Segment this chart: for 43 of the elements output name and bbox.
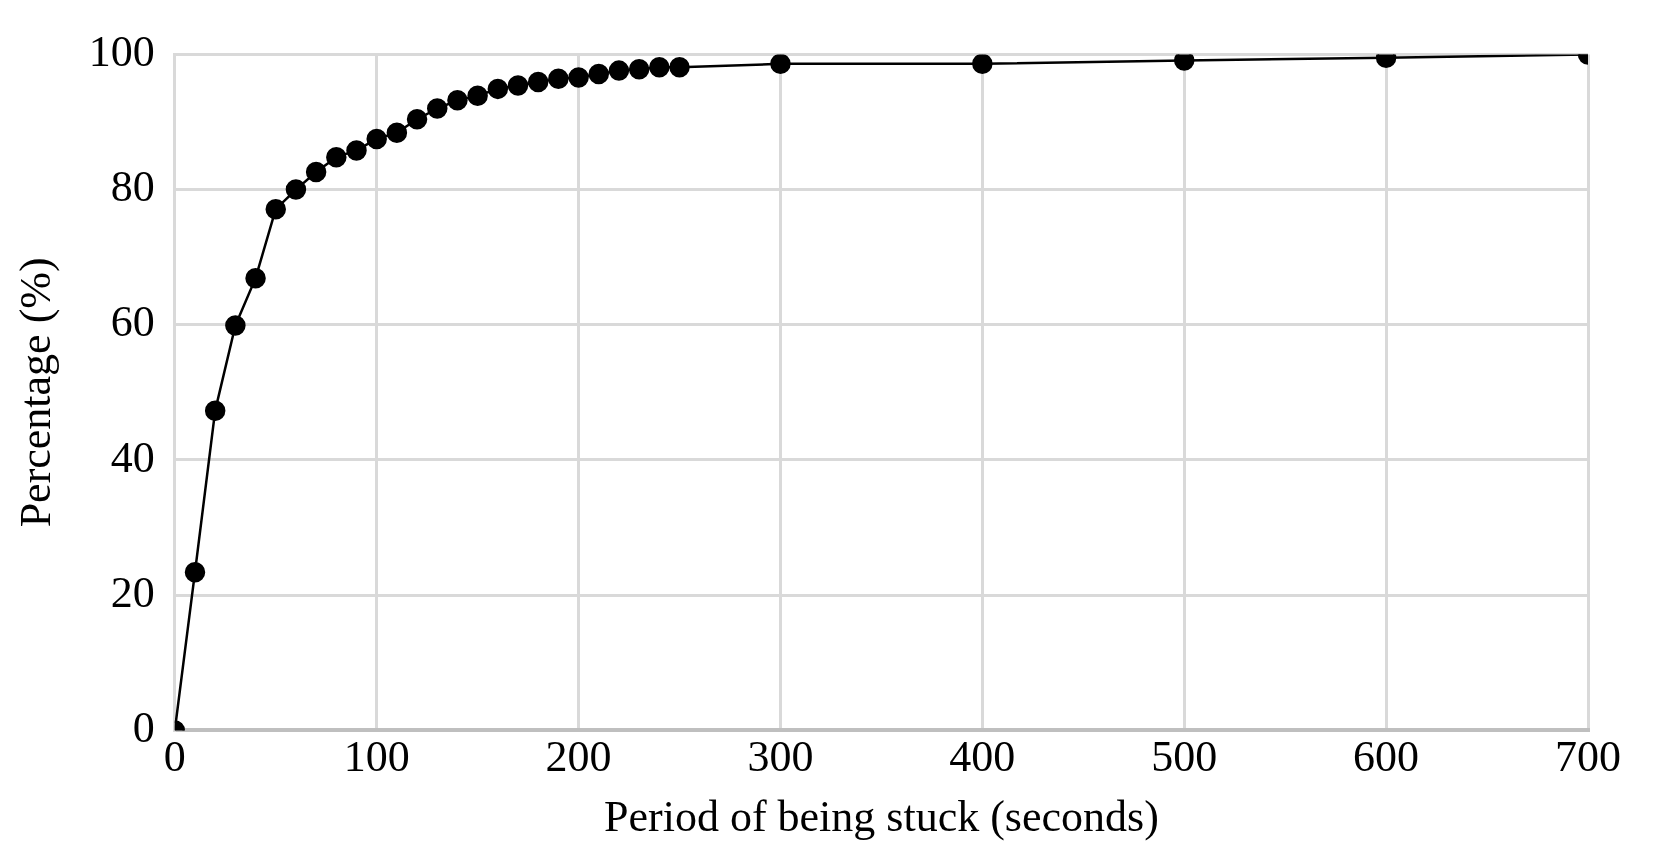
point <box>366 128 387 150</box>
point <box>507 75 529 96</box>
x-tick-label: 0 <box>163 732 186 782</box>
x-axis-title: Period of being stuck (seconds) <box>604 792 1159 842</box>
y-tick-label: 60 <box>110 297 155 347</box>
x-tick-label: 600 <box>1353 732 1420 782</box>
point <box>487 78 509 100</box>
point <box>669 56 690 78</box>
point <box>184 561 206 583</box>
y-tick-label: 40 <box>110 432 155 482</box>
point <box>1173 54 1195 71</box>
point <box>427 98 448 119</box>
x-tick-label: 500 <box>1151 732 1218 782</box>
point <box>548 68 569 89</box>
point <box>386 122 408 144</box>
point <box>467 85 488 106</box>
point <box>285 179 307 200</box>
point <box>649 56 670 78</box>
x-tick-label: 400 <box>949 732 1016 782</box>
point <box>972 54 993 75</box>
point <box>406 109 428 130</box>
x-tick-label: 700 <box>1555 732 1621 782</box>
point <box>225 315 246 336</box>
point <box>305 161 327 183</box>
point <box>265 198 286 220</box>
point <box>628 59 650 80</box>
point <box>568 67 589 88</box>
x-tick-label: 300 <box>747 732 814 782</box>
point <box>527 71 549 93</box>
point <box>245 267 266 289</box>
point <box>326 146 347 168</box>
y-axis-title: Percentage (%) <box>10 257 60 528</box>
point <box>608 60 630 81</box>
point <box>588 63 610 85</box>
point <box>447 90 468 111</box>
y-tick-label: 100 <box>88 26 155 76</box>
y-tick-label: 20 <box>110 567 155 617</box>
x-tick-label: 100 <box>343 732 410 782</box>
point <box>770 54 791 75</box>
y-tick-label: 80 <box>110 162 155 212</box>
x-tick-label: 200 <box>545 732 612 782</box>
point <box>346 140 367 161</box>
point <box>204 400 226 421</box>
